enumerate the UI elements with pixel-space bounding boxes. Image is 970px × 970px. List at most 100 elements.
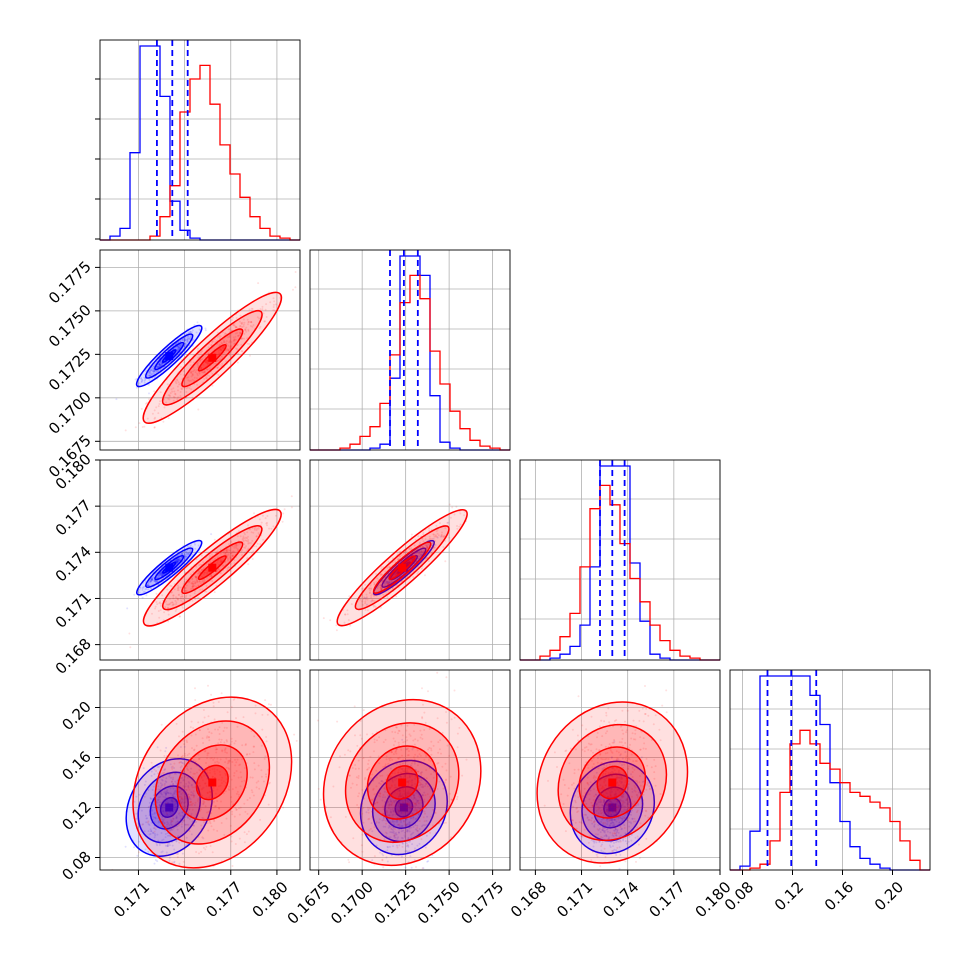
sample_b-point [302, 738, 304, 740]
sample_a-point [156, 580, 158, 583]
sample_a-point [181, 338, 184, 341]
sample_a-point [176, 348, 179, 351]
sample_a-point [177, 554, 180, 557]
sample_b-point [183, 374, 186, 376]
sample_b-point [197, 361, 200, 364]
sample_b-point [228, 335, 231, 337]
sample_b-point [206, 360, 209, 363]
sample_b-point [173, 396, 176, 399]
sample_b-point [239, 314, 242, 317]
sample_a-point [150, 578, 153, 581]
sample_a-point [182, 337, 185, 340]
sample_b-point [264, 308, 267, 311]
sample_b-point [185, 387, 188, 390]
sample_a-point [155, 370, 158, 372]
sample_a-point [149, 372, 152, 374]
sample_b-point [220, 692, 223, 695]
sample_b-point [220, 355, 223, 358]
sample_b-point [196, 363, 199, 366]
sample_a-point [151, 367, 154, 369]
sample_a-point [150, 373, 153, 376]
sample_b-point [235, 326, 238, 328]
sample_a-point [179, 340, 182, 343]
sample_a-point [186, 340, 189, 343]
sample_b-point [232, 336, 235, 339]
sample_b-point [235, 317, 238, 319]
sample_a-point [158, 363, 161, 366]
sample_b-point [172, 395, 175, 398]
sample_b-point [198, 360, 201, 363]
sample_a-point [160, 573, 163, 576]
sample_b-point [244, 329, 247, 332]
sample_a-point [153, 369, 156, 372]
sample_a-point [190, 544, 192, 547]
sample_b-point [216, 359, 219, 362]
sample_b-point [218, 337, 221, 340]
sample_b-point [410, 533, 413, 536]
sample_b-point [202, 363, 205, 366]
sample_a-point [189, 331, 192, 333]
sample_a-point [147, 584, 149, 587]
sample_b-point [242, 325, 245, 328]
sample_b-point [356, 878, 358, 880]
sample_a-point [147, 581, 150, 584]
sample_b-point [203, 369, 206, 372]
sample_a-point [162, 573, 165, 576]
sample_b-point [180, 365, 182, 368]
sample_a-point [149, 370, 151, 373]
sample_b-point [427, 690, 429, 693]
sample_a-point [176, 558, 179, 561]
sample_b-point [239, 331, 242, 334]
sample_a-point [134, 378, 137, 381]
sample_b-point [218, 352, 220, 355]
sample_b-point [421, 867, 424, 870]
sample_b-point [144, 402, 147, 405]
sample_a-point [176, 561, 179, 564]
sample_b-point [176, 385, 179, 388]
sample_b-point [444, 560, 447, 563]
sample_b-point [229, 346, 232, 349]
sample_b-point [190, 370, 193, 373]
sample_b-point [191, 372, 194, 375]
sample_b-point [228, 328, 231, 331]
sample_b-point [335, 624, 338, 627]
sample_a-point [161, 574, 164, 577]
sample_b-point [160, 723, 163, 726]
sample_b-point [191, 373, 194, 376]
sample_a-point [140, 377, 143, 380]
sample_a-point [176, 350, 179, 353]
sample_b-point [220, 349, 223, 352]
sample_b-point [239, 325, 242, 328]
sample_b-point [264, 699, 267, 702]
sample_a-point [141, 379, 144, 382]
sample_b-point [138, 851, 140, 854]
sample_a-point [392, 871, 394, 873]
sample_b-point [166, 383, 169, 386]
sample_a-point [143, 585, 146, 588]
sample_b-point [265, 303, 268, 306]
sample_a-point [177, 346, 180, 349]
sample_b-point [390, 884, 392, 886]
sample_b-point [253, 512, 255, 515]
sample_b-point [204, 377, 207, 379]
sample_a-point [410, 866, 413, 869]
sample_b-point [190, 372, 193, 374]
sample_b-point [249, 354, 251, 357]
sample_b-point [379, 875, 381, 877]
sample_b-point [193, 369, 196, 371]
sample_a-point [194, 543, 196, 546]
sample_b-point [281, 520, 284, 523]
sample_b-point [243, 321, 246, 324]
sample_a-peak [165, 563, 174, 572]
sample_b-point [263, 320, 266, 323]
sample_a-point [161, 573, 164, 576]
sample_b-point [182, 370, 185, 373]
sample_a-point [177, 558, 180, 561]
sample_a-point [158, 365, 160, 368]
sample_b-point [189, 364, 192, 367]
sample_a-point [186, 337, 189, 340]
panel-frame [99, 249, 301, 451]
sample_b-point [322, 617, 325, 620]
sample_b-point [229, 339, 232, 342]
sample_b-point [153, 390, 156, 393]
